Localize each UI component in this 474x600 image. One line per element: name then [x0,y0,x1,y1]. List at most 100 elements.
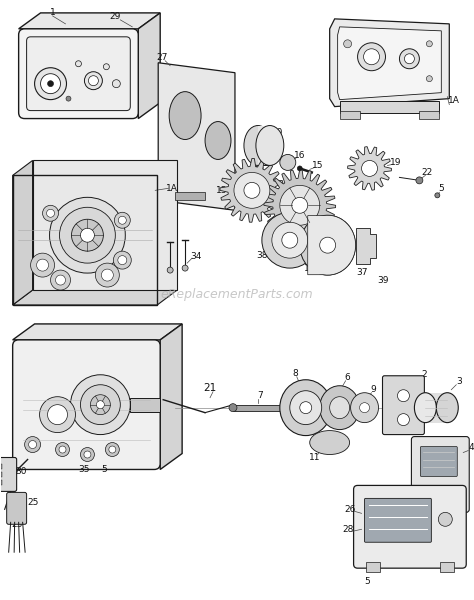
Circle shape [103,64,109,70]
Polygon shape [18,13,160,29]
Polygon shape [13,290,177,305]
Circle shape [43,205,58,221]
Circle shape [427,76,432,82]
Ellipse shape [244,182,260,199]
Circle shape [81,228,94,242]
Bar [440,562,454,572]
Polygon shape [308,215,356,275]
Circle shape [71,375,130,434]
Polygon shape [13,324,182,340]
Bar [425,393,447,422]
Text: 12: 12 [254,166,265,175]
Text: 20: 20 [271,128,283,137]
FancyBboxPatch shape [13,340,160,469]
Text: 25: 25 [27,498,38,507]
Bar [419,110,439,119]
Bar [0,481,2,485]
Circle shape [435,193,440,198]
Text: 9: 9 [371,385,376,394]
Bar [233,404,288,410]
Text: 29: 29 [109,13,121,22]
Circle shape [290,195,310,215]
Circle shape [55,275,65,285]
Circle shape [46,209,55,217]
Text: 19: 19 [390,158,401,167]
Text: 3: 3 [456,377,462,386]
Polygon shape [160,324,182,469]
Circle shape [72,219,103,251]
Circle shape [398,390,410,401]
Circle shape [404,54,414,64]
Bar [340,101,439,113]
Ellipse shape [244,125,272,166]
Circle shape [438,512,452,526]
Text: 14: 14 [304,263,315,272]
Text: 1A: 1A [448,96,460,105]
Ellipse shape [169,92,201,140]
Text: 30: 30 [15,467,27,476]
FancyBboxPatch shape [383,376,424,434]
Text: 35: 35 [79,465,90,474]
Ellipse shape [300,401,312,413]
Circle shape [243,181,261,199]
Circle shape [105,443,119,457]
Circle shape [50,197,125,273]
Text: 1A: 1A [166,184,178,193]
Circle shape [39,397,75,433]
Circle shape [66,96,71,101]
Circle shape [118,256,127,265]
Circle shape [25,437,41,452]
Ellipse shape [319,237,336,253]
Circle shape [47,80,54,86]
Text: 21: 21 [203,383,217,393]
Circle shape [113,251,131,269]
FancyBboxPatch shape [0,458,17,491]
Ellipse shape [280,185,319,225]
Ellipse shape [205,122,231,160]
Circle shape [182,265,188,271]
Polygon shape [158,63,235,210]
Circle shape [91,395,110,415]
Polygon shape [13,160,33,305]
Text: 5: 5 [365,577,370,586]
Polygon shape [220,158,284,222]
Text: 22: 22 [422,168,433,177]
Polygon shape [33,160,177,290]
Bar [0,472,2,478]
FancyBboxPatch shape [7,493,27,524]
Circle shape [297,166,302,171]
Polygon shape [329,19,449,107]
Text: 27: 27 [156,53,168,62]
Circle shape [81,385,120,425]
FancyBboxPatch shape [27,37,130,110]
Bar [130,398,160,412]
Circle shape [28,440,36,449]
Ellipse shape [262,212,318,268]
Polygon shape [264,169,336,241]
Circle shape [47,404,67,425]
Ellipse shape [414,393,437,422]
Circle shape [427,41,432,47]
Ellipse shape [272,222,308,258]
Ellipse shape [351,393,379,422]
Text: 2: 2 [421,370,427,379]
Ellipse shape [234,172,270,208]
Ellipse shape [329,397,350,419]
Polygon shape [356,228,375,264]
Ellipse shape [300,215,356,275]
Circle shape [81,448,94,461]
Circle shape [60,207,115,263]
Ellipse shape [256,125,284,166]
Text: 16: 16 [294,151,306,160]
FancyBboxPatch shape [365,499,431,542]
Circle shape [55,443,70,457]
Ellipse shape [280,380,332,436]
Text: 8: 8 [292,369,298,378]
Circle shape [344,40,352,48]
Circle shape [398,413,410,425]
FancyBboxPatch shape [18,29,138,119]
Circle shape [109,446,116,453]
Text: eReplacementParts.com: eReplacementParts.com [161,287,313,301]
Ellipse shape [292,197,308,213]
Text: 34: 34 [191,251,202,260]
